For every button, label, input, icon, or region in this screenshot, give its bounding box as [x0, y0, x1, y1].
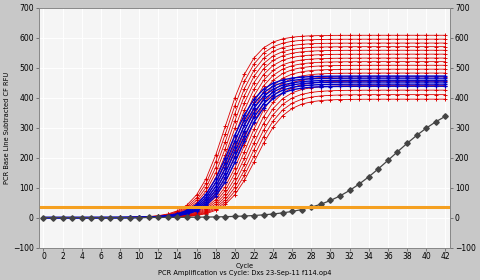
X-axis label: Cycle
PCR Amplification vs Cycle: Dxs 23-Sep-11 f114.op4: Cycle PCR Amplification vs Cycle: Dxs 23… [157, 263, 331, 276]
Y-axis label: PCR Base Line Subtracted CF RFU: PCR Base Line Subtracted CF RFU [4, 71, 10, 184]
